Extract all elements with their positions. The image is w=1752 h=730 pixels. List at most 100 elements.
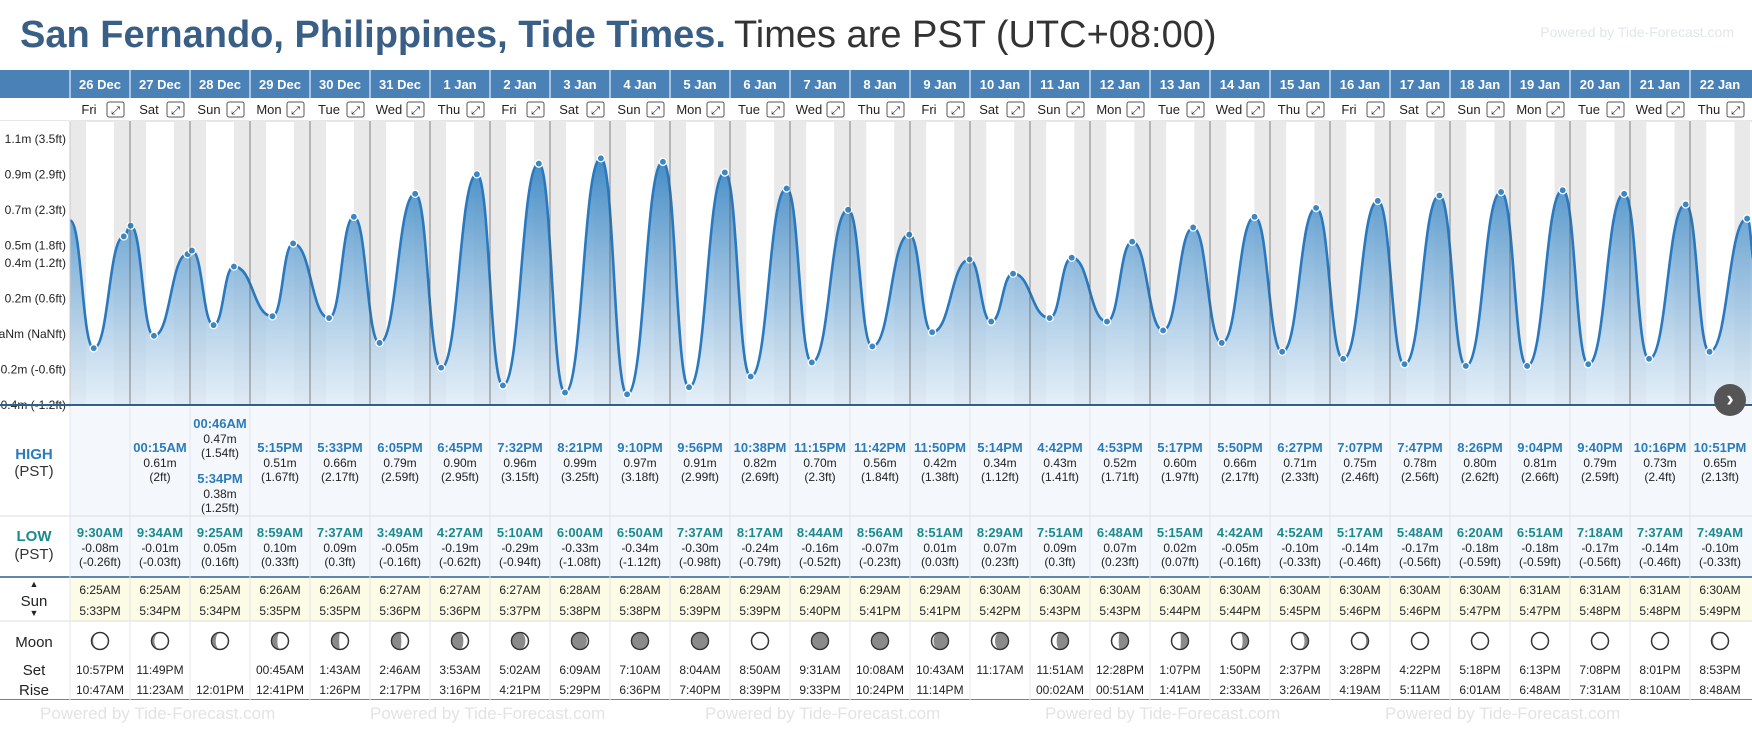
- high-time: 00:15AM: [133, 440, 186, 455]
- expand-day-button[interactable]: [1306, 101, 1325, 118]
- high-time: 6:45PM: [437, 440, 483, 455]
- date-label: 4 Jan: [623, 77, 656, 92]
- expand-day-button[interactable]: [1006, 101, 1025, 118]
- date-label: 12 Jan: [1100, 77, 1141, 92]
- expand-day-button[interactable]: [946, 101, 965, 118]
- low-meters: -0.33m: [561, 541, 598, 555]
- low-meters: -0.17m: [1401, 541, 1438, 555]
- moonset-time: 6:13PM: [1519, 663, 1560, 677]
- expand-day-button[interactable]: [1066, 101, 1085, 118]
- moon-outline: [990, 631, 1010, 651]
- moonrise-time: 1:26PM: [319, 683, 360, 697]
- expand-day-button[interactable]: [1606, 101, 1625, 118]
- dow-label: Mon: [676, 102, 701, 117]
- tide-line: [68, 156, 1752, 396]
- expand-day-button[interactable]: [766, 101, 785, 118]
- sunrise-time: 6:29AM: [799, 583, 840, 597]
- expand-day-button[interactable]: [466, 101, 485, 118]
- dow-label: Mon: [256, 102, 281, 117]
- location-title: San Fernando, Philippines, Tide Times.: [20, 14, 726, 56]
- expand-day-button[interactable]: [1726, 101, 1745, 118]
- expand-day-button[interactable]: [226, 101, 245, 118]
- low-meters: -0.10m: [1701, 541, 1738, 555]
- high-meters: 0.38m: [203, 487, 236, 501]
- expand-day-button[interactable]: [1486, 101, 1505, 118]
- low-meters: 0.10m: [263, 541, 296, 555]
- low-meters: -0.18m: [1521, 541, 1558, 555]
- moon-shadow: [631, 632, 648, 650]
- high-meters: 0.79m: [1583, 456, 1616, 470]
- low-feet: (0.3ft): [1044, 555, 1075, 569]
- low-time: 7:18AM: [1577, 525, 1623, 540]
- dow-label: Thu: [858, 102, 880, 117]
- high-feet: (2.95ft): [441, 470, 479, 484]
- expand-icon: ⤢: [1491, 105, 1500, 117]
- expand-day-button[interactable]: [646, 101, 665, 118]
- high-time: 6:05PM: [377, 440, 423, 455]
- low-meters: 0.09m: [323, 541, 356, 555]
- y-tick-label: 0.9m (2.9ft): [5, 167, 66, 181]
- tide-point: [209, 320, 218, 330]
- high-time: 7:47PM: [1397, 440, 1443, 455]
- moonset-time: 12:28PM: [1096, 663, 1144, 677]
- expand-day-button[interactable]: [406, 101, 425, 118]
- tide-point: [1373, 196, 1383, 206]
- moonset-time: 5:02AM: [499, 663, 540, 677]
- sunrise-time: 6:30AM: [1099, 583, 1140, 597]
- date-label: 1 Jan: [443, 77, 476, 92]
- tide-point: [410, 189, 420, 199]
- tide-point: [868, 342, 877, 351]
- tide-point: [1127, 237, 1137, 246]
- low-meters: 0.07m: [983, 541, 1016, 555]
- date-label: 8 Jan: [863, 77, 896, 92]
- high-time: 5:34PM: [197, 471, 243, 486]
- tide-point: [1742, 214, 1752, 223]
- high-row-label: HIGH: [15, 446, 53, 463]
- expand-day-button[interactable]: [586, 101, 605, 118]
- low-time: 6:51AM: [1517, 525, 1563, 540]
- expand-day-button[interactable]: [1246, 101, 1265, 118]
- high-time: 9:10PM: [617, 440, 663, 455]
- low-time: 4:27AM: [437, 525, 483, 540]
- moonset-time: 11:49PM: [136, 663, 183, 677]
- moonset-time: 00:45AM: [256, 663, 304, 677]
- expand-day-button[interactable]: [1186, 101, 1205, 118]
- date-label: 18 Jan: [1460, 77, 1501, 92]
- expand-day-button[interactable]: [346, 101, 365, 118]
- moon-shadow: [271, 632, 280, 650]
- sunrise-time: 6:27AM: [439, 583, 480, 597]
- expand-day-button[interactable]: [526, 101, 545, 118]
- dow-label: Sat: [979, 102, 999, 117]
- tide-point: [1496, 187, 1506, 197]
- expand-day-button[interactable]: [1426, 101, 1445, 118]
- expand-icon: ⤢: [771, 105, 780, 117]
- low-time: 6:00AM: [557, 525, 603, 540]
- tide-point: [1311, 203, 1321, 213]
- tide-point: [1522, 361, 1532, 371]
- expand-day-button[interactable]: [286, 101, 305, 118]
- low-time: 9:34AM: [137, 525, 183, 540]
- expand-day-button[interactable]: [706, 101, 725, 118]
- y-tick-label: NaNm (NaNft): [0, 327, 66, 341]
- sunrise-time: 6:29AM: [739, 583, 780, 597]
- low-feet: (-0.94ft): [499, 555, 541, 569]
- low-meters: -0.19m: [441, 541, 478, 555]
- date-label: 14 Jan: [1220, 77, 1261, 92]
- expand-day-button[interactable]: [1126, 101, 1145, 118]
- date-label: 6 Jan: [743, 77, 776, 92]
- expand-day-button[interactable]: [826, 101, 845, 118]
- sunrise-time: 6:27AM: [379, 583, 420, 597]
- expand-day-button[interactable]: [1666, 101, 1685, 118]
- scroll-next-button[interactable]: ›: [1714, 384, 1746, 416]
- sunset-time: 5:35PM: [259, 604, 300, 618]
- moonrise-time: 10:24PM: [856, 683, 904, 697]
- expand-day-button[interactable]: [1366, 101, 1385, 118]
- moon-shadow: [391, 632, 402, 650]
- high-time: 5:17PM: [1157, 440, 1203, 455]
- moonrise-row-label: Rise: [19, 682, 49, 699]
- expand-day-button[interactable]: [166, 101, 185, 118]
- expand-day-button[interactable]: [886, 101, 905, 118]
- sunset-time: 5:36PM: [379, 604, 420, 618]
- expand-day-button[interactable]: [1546, 101, 1565, 118]
- expand-day-button[interactable]: [106, 101, 125, 118]
